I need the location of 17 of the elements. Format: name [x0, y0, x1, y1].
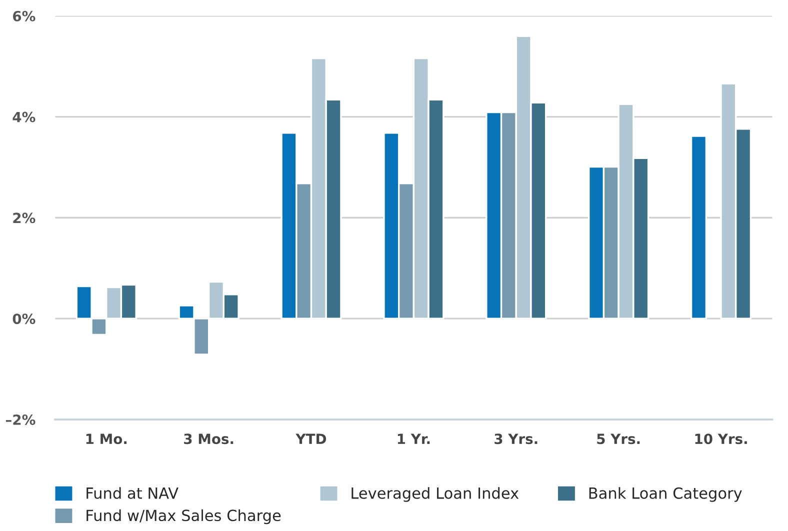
x-tick-label: 5 Yrs. — [597, 434, 640, 444]
legend-label: Leveraged Loan Index — [352, 487, 519, 502]
x-tick-label: YTD — [296, 434, 326, 444]
legend-label: Bank Loan Category — [589, 487, 742, 502]
y-tick-label: 6% — [12, 10, 36, 22]
y-tick-label: 4% — [12, 112, 36, 122]
bar — [690, 135, 707, 320]
x-tick-label: 10 Yrs. — [695, 434, 747, 444]
y-tick-label: 2% — [13, 212, 36, 224]
x-tick-label: 1 Mo. — [86, 434, 127, 444]
legend-label: Fund w/Max Sales Charge — [86, 509, 281, 524]
x-tick-label: 1 Yr. — [398, 434, 430, 444]
y-tick-label: –2% — [6, 414, 36, 425]
legend-label: Fund at NAV — [86, 487, 178, 499]
x-tick-label: 3 Mos. — [184, 434, 234, 444]
x-tick-label: 3 Yrs. — [494, 434, 538, 444]
y-tick-label: 0% — [12, 314, 36, 324]
